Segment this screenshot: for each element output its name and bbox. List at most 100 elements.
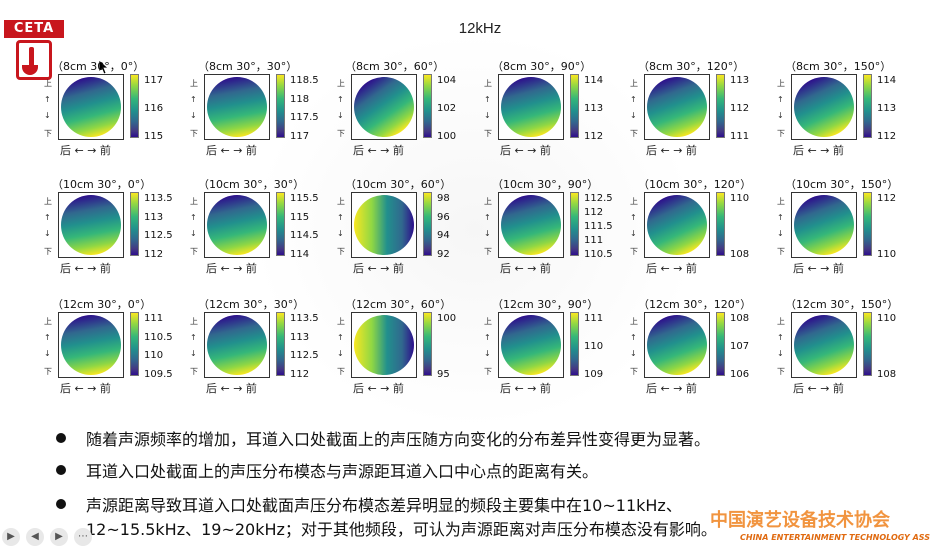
colorbar-tick-label: 110.5 <box>584 249 613 260</box>
colorbar-tick-label: 100 <box>437 313 457 324</box>
colorbar-tick-label: 114 <box>584 75 604 86</box>
heatmap-panel: （8cm 30°，0°）上 ↑ ↓ 下 117 116 115 后 ← → 前 <box>44 58 194 168</box>
panel-label: （12cm 30°，90°） <box>492 298 599 311</box>
horizontal-axis-caption: 后 ← → 前 <box>793 144 844 157</box>
more-icon[interactable]: ⋯ <box>74 528 92 546</box>
axis-glyph: 下 <box>484 367 492 376</box>
heatmap-frame <box>644 192 710 258</box>
colorbar-tick-label: 111 <box>584 235 604 246</box>
vertical-axis-marker: 上 ↑ ↓ 下 <box>190 318 200 380</box>
heatmap-frame <box>204 74 270 140</box>
bullet-dot-icon <box>56 465 66 475</box>
panel-label: （10cm 30°，90°） <box>492 178 599 191</box>
horizontal-axis-caption: 后 ← → 前 <box>60 382 111 395</box>
axis-glyph: 上 <box>777 79 785 88</box>
colorbar-tick-label: 115 <box>144 131 164 142</box>
pressure-disc <box>354 195 414 255</box>
colorbar-tick-label: 106 <box>730 369 750 380</box>
horizontal-axis-caption: 后 ← → 前 <box>793 382 844 395</box>
heatmap-frame <box>498 312 564 378</box>
axis-glyph: 下 <box>777 247 785 256</box>
vertical-axis-marker: 上 ↑ ↓ 下 <box>190 80 200 142</box>
pressure-disc <box>61 195 121 255</box>
axis-glyph: 上 <box>484 79 492 88</box>
colorbar-tick-label: 104 <box>437 75 457 86</box>
pressure-disc <box>647 315 707 375</box>
bullet-text: 声源距离导致耳道入口处截面声压分布模态差异明显的频段主要集中在10~11kHz、 <box>86 496 682 515</box>
pressure-disc <box>354 77 414 137</box>
axis-glyph: 上 <box>337 79 345 88</box>
colorbar-tick-label: 102 <box>437 103 457 114</box>
axis-glyph: ↓ <box>630 349 637 358</box>
colorbar-tick-label: 110 <box>584 341 604 352</box>
axis-glyph: ↑ <box>337 333 344 342</box>
heatmap-panel: （12cm 30°，30°）上 ↑ ↓ 下 113.5 113 112.5 112 后 ← → … <box>190 296 340 406</box>
prev-icon[interactable]: ◀ <box>26 528 44 546</box>
horizontal-axis-caption: 后 ← → 前 <box>206 382 257 395</box>
axis-glyph: ↑ <box>337 213 344 222</box>
colorbar-tick-label: 92 <box>437 249 450 260</box>
vertical-axis-marker: 上 ↑ ↓ 下 <box>484 80 494 142</box>
axis-glyph: ↓ <box>337 111 344 120</box>
horizontal-axis-caption: 后 ← → 前 <box>353 382 404 395</box>
axis-glyph: ↑ <box>190 333 197 342</box>
pressure-disc <box>501 315 561 375</box>
axis-glyph: ↑ <box>484 333 491 342</box>
colorbar-tick-label: 112.5 <box>144 230 173 241</box>
colorbar-tick-label: 118.5 <box>290 75 319 86</box>
vertical-axis-marker: 上 ↑ ↓ 下 <box>777 80 787 142</box>
axis-glyph: ↓ <box>777 229 784 238</box>
heatmap-panel: （10cm 30°，120°）上 ↑ ↓ 下 110 108 后 ← → 前 <box>630 176 780 286</box>
next-icon[interactable]: ▶ <box>50 528 68 546</box>
vertical-axis-marker: 上 ↑ ↓ 下 <box>777 198 787 260</box>
background-watermark <box>250 30 700 430</box>
axis-glyph: ↑ <box>777 333 784 342</box>
pressure-disc <box>207 77 267 137</box>
heatmap-frame <box>791 312 857 378</box>
axis-glyph: ↓ <box>630 111 637 120</box>
slide-title: 12kHz <box>458 20 502 37</box>
play-icon[interactable]: ▶ <box>2 528 20 546</box>
axis-glyph: 下 <box>484 129 492 138</box>
heatmap-panel: （12cm 30°，60°）上 ↑ ↓ 下 100 95 后 ← → 前 <box>337 296 487 406</box>
watermark-en: CHINA ENTERTAINMENT TECHNOLOGY ASSOCIATI… <box>740 533 930 542</box>
colorbar-tick-label: 112.5 <box>290 350 319 361</box>
colorbar <box>863 312 872 376</box>
pressure-disc <box>354 315 414 375</box>
colorbar <box>570 312 579 376</box>
axis-glyph: 下 <box>44 247 52 256</box>
colorbar <box>276 192 285 256</box>
colorbar-tick-label: 116 <box>144 103 164 114</box>
vertical-axis-marker: 上 ↑ ↓ 下 <box>337 198 347 260</box>
panel-label: （8cm 30°，60°） <box>345 60 445 73</box>
bullet-dot-icon <box>56 499 66 509</box>
axis-glyph: 下 <box>630 247 638 256</box>
colorbar-tick-label: 111 <box>144 313 164 324</box>
axis-glyph: 上 <box>630 317 638 326</box>
heatmap-panel: （10cm 30°，150°）上 ↑ ↓ 下 112 110 后 ← → 前 <box>777 176 927 286</box>
heatmap-panel: （12cm 30°，150°）上 ↑ ↓ 下 110 108 后 ← → 前 <box>777 296 927 406</box>
heatmap-frame <box>498 74 564 140</box>
axis-glyph: 下 <box>190 367 198 376</box>
mouse-cursor-icon <box>99 60 109 74</box>
axis-glyph: 下 <box>630 367 638 376</box>
pressure-disc <box>61 77 121 137</box>
vertical-axis-marker: 上 ↑ ↓ 下 <box>337 80 347 142</box>
colorbar-tick-label: 100 <box>437 131 457 142</box>
axis-glyph: 上 <box>337 197 345 206</box>
colorbar <box>423 312 432 376</box>
horizontal-axis-caption: 后 ← → 前 <box>206 144 257 157</box>
bullet-text: 耳道入口处截面上的声压分布模态与声源距耳道入口中心点的距离有关。 <box>86 462 599 481</box>
heatmap-panel: （10cm 30°，90°）上 ↑ ↓ 下 112.5 112 111.5 111 110.5 后… <box>484 176 634 286</box>
horizontal-axis-caption: 后 ← → 前 <box>646 262 697 275</box>
colorbar-tick-label: 115.5 <box>290 193 319 204</box>
axis-glyph: 上 <box>777 197 785 206</box>
vertical-axis-marker: 上 ↑ ↓ 下 <box>44 80 54 142</box>
colorbar-tick-label: 118 <box>290 94 310 105</box>
pressure-disc <box>207 315 267 375</box>
axis-glyph: 上 <box>44 79 52 88</box>
colorbar-tick-label: 108 <box>730 249 750 260</box>
heatmap-frame <box>204 192 270 258</box>
axis-glyph: ↓ <box>337 229 344 238</box>
